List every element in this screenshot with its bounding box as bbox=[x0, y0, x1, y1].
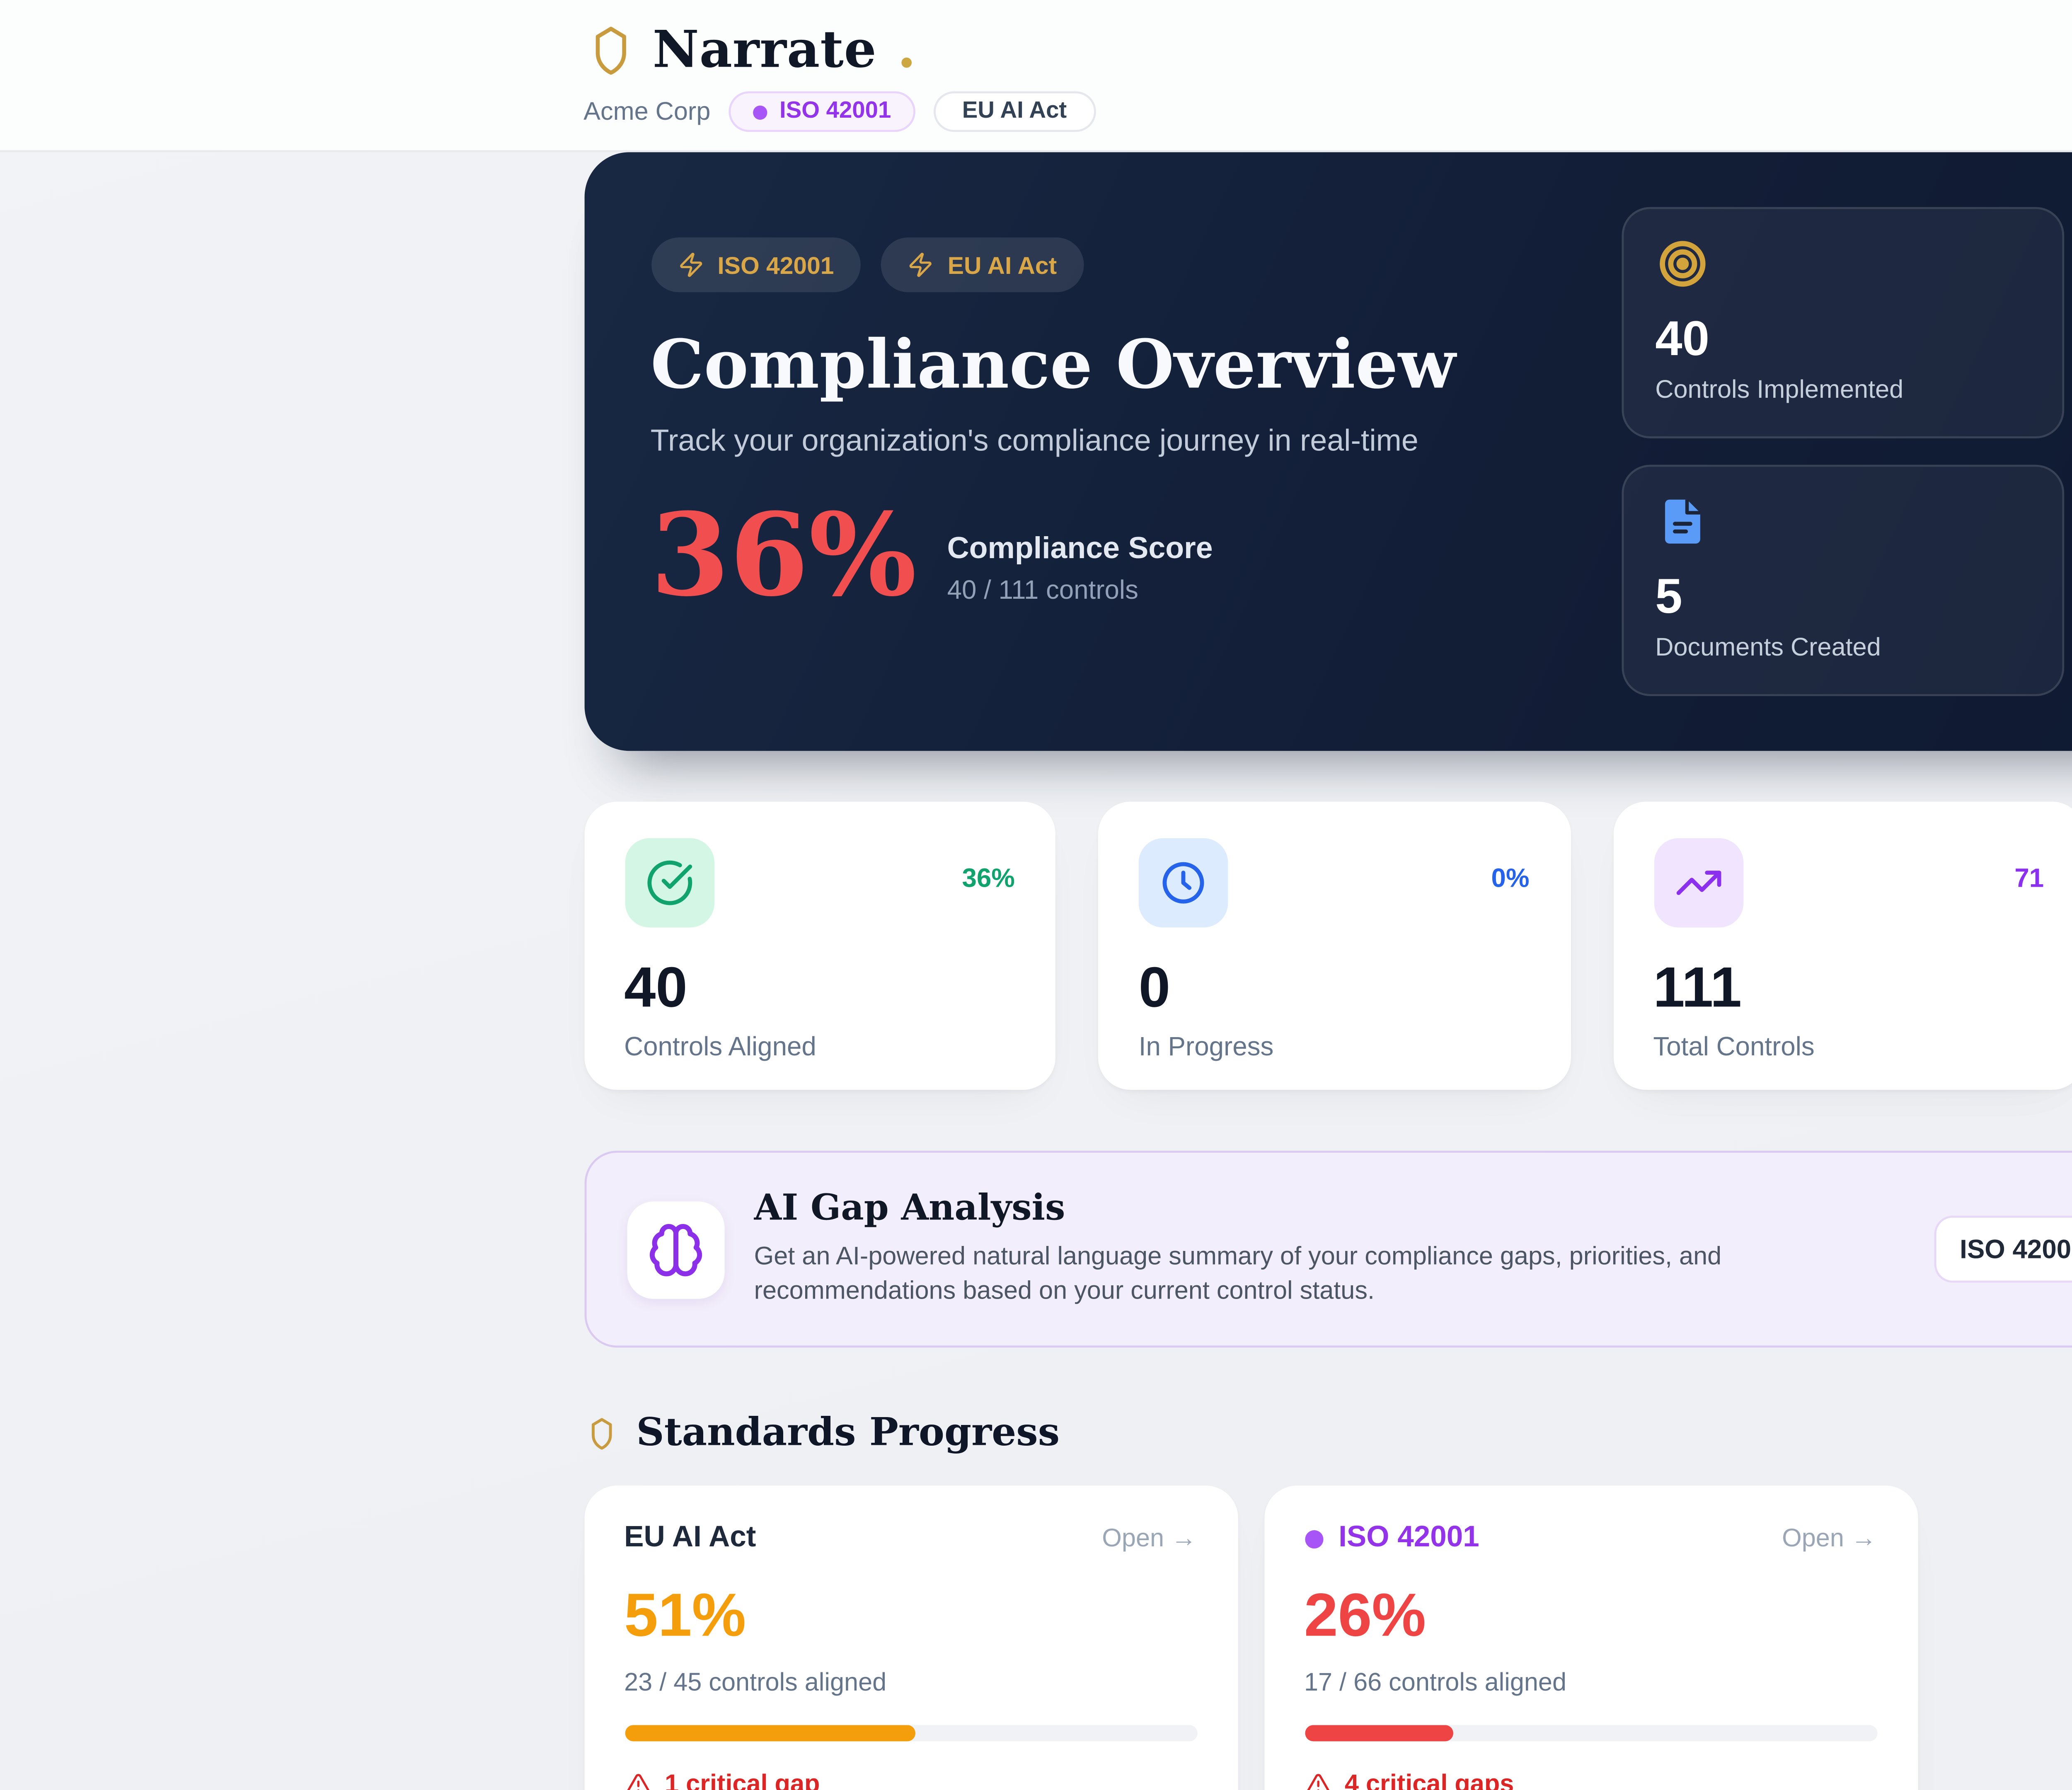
standard-name: ISO 42001 bbox=[1304, 1522, 1479, 1555]
standards-cards: EU AI Act Open → 51% 23 / 45 controls al… bbox=[583, 1485, 2072, 1790]
stat-label: Total Controls bbox=[1653, 1031, 1815, 1062]
stat-value: 40 bbox=[624, 955, 687, 1019]
hero-panel: ISO 42001 EU AI Act Compliance Overview … bbox=[583, 152, 2072, 751]
open-link[interactable]: Open → bbox=[1102, 1524, 1197, 1553]
page-title: Compliance Overview bbox=[650, 324, 1456, 404]
critical-gap-row: 1 critical gap bbox=[624, 1770, 1196, 1790]
stat-card-controls-aligned: 36% 40 Controls Aligned bbox=[583, 801, 1055, 1090]
tile-label: Documents Created bbox=[1655, 633, 1881, 662]
standard-sub: 17 / 66 controls aligned bbox=[1304, 1668, 1567, 1697]
standard-select-value: ISO 42001 bbox=[1960, 1234, 2072, 1265]
tile-label: Controls Implemented bbox=[1655, 375, 1904, 404]
alert-triangle-icon bbox=[624, 1771, 651, 1790]
brand-shield-icon bbox=[583, 23, 636, 76]
standard-card-eu-ai-act: EU AI Act Open → 51% 23 / 45 controls al… bbox=[583, 1485, 1237, 1790]
breadcrumb-chip-eu-ai-act[interactable]: EU AI Act bbox=[934, 91, 1095, 132]
tile-controls-implemented: 40 Controls Implemented bbox=[1621, 207, 2063, 438]
open-link[interactable]: Open → bbox=[1782, 1524, 1877, 1553]
hero-badge-label: EU AI Act bbox=[947, 250, 1057, 279]
breadcrumb-chip-iso42001[interactable]: ISO 42001 bbox=[729, 91, 916, 132]
hero-badge-label: ISO 42001 bbox=[717, 250, 834, 279]
ai-gap-title: AI Gap Analysis bbox=[754, 1188, 1065, 1229]
stat-percent: 36% bbox=[962, 862, 1015, 893]
standards-progress-title: Standards Progress bbox=[636, 1410, 1060, 1455]
progress-track bbox=[1304, 1725, 1877, 1742]
compliance-score-label: Compliance Score bbox=[947, 532, 1213, 567]
ai-gap-description: Get an AI-powered natural language summa… bbox=[754, 1241, 1722, 1305]
brand-block: Narrate . Acme Corp ISO 42001 EU AI Act bbox=[583, 18, 1095, 132]
clock-icon bbox=[1138, 838, 1228, 928]
stat-card-total-controls: 71 111 Total Controls bbox=[1612, 801, 2072, 1090]
ai-gap-analysis-panel: AI Gap Analysis Get an AI-powered natura… bbox=[583, 1151, 2072, 1348]
hero-stat-tiles: 40 Controls Implemented 5 Critical Gaps … bbox=[1621, 207, 2072, 697]
header: Narrate . Acme Corp ISO 42001 EU AI Act bbox=[0, 0, 2072, 152]
trending-up-icon bbox=[1653, 838, 1743, 928]
progress-fill bbox=[624, 1725, 916, 1742]
brand-dot: . bbox=[897, 18, 916, 81]
breadcrumb: Acme Corp ISO 42001 EU AI Act bbox=[583, 91, 1095, 132]
standard-percent: 51% bbox=[624, 1583, 746, 1650]
file-text-icon bbox=[1655, 495, 2028, 548]
hero-badge-eu-ai-act: EU AI Act bbox=[881, 237, 1083, 293]
compliance-score-percent: 36% bbox=[650, 489, 917, 623]
standard-name-label: ISO 42001 bbox=[1339, 1522, 1479, 1555]
critical-gap-text: 4 critical gaps bbox=[1344, 1770, 1514, 1790]
chip-label: ISO 42001 bbox=[779, 99, 891, 124]
progress-fill bbox=[1304, 1725, 1453, 1742]
stat-value: 111 bbox=[1653, 955, 1742, 1019]
standard-name: EU AI Act bbox=[624, 1522, 756, 1555]
shield-icon bbox=[583, 1415, 618, 1450]
stat-label: In Progress bbox=[1138, 1031, 1274, 1062]
stat-label: Controls Aligned bbox=[624, 1031, 816, 1062]
standard-select[interactable]: ISO 42001 bbox=[1933, 1215, 2072, 1283]
standards-progress-header: Standards Progress bbox=[583, 1410, 2072, 1455]
tile-value: 40 bbox=[1655, 312, 1710, 368]
brain-icon bbox=[626, 1200, 724, 1298]
alert-triangle-icon bbox=[1304, 1771, 1331, 1790]
stat-percent: 71 bbox=[2014, 862, 2044, 893]
tile-value: 5 bbox=[1655, 570, 1682, 625]
target-icon bbox=[1655, 237, 2028, 290]
stat-percent: 0% bbox=[1491, 862, 1530, 893]
stat-value: 0 bbox=[1138, 955, 1171, 1019]
standard-card-iso42001: ISO 42001 Open → 26% 17 / 66 controls al… bbox=[1263, 1485, 1917, 1790]
standard-percent: 26% bbox=[1304, 1583, 1426, 1650]
critical-gap-row: 4 critical gaps bbox=[1304, 1770, 1876, 1790]
standard-sub: 23 / 45 controls aligned bbox=[624, 1668, 887, 1697]
stat-card-in-progress: 0% 0 In Progress bbox=[1098, 801, 1570, 1090]
chip-label: EU AI Act bbox=[962, 99, 1067, 124]
active-dot-icon bbox=[753, 104, 767, 119]
check-circle-icon bbox=[624, 838, 714, 928]
compliance-score-sub: 40 / 111 controls bbox=[947, 575, 1138, 605]
stats-row: 36% 40 Controls Aligned 0% 0 In Progress bbox=[583, 801, 2072, 1090]
hero-badge-iso42001: ISO 42001 bbox=[650, 237, 861, 293]
tile-documents-created: 5 Documents Created bbox=[1621, 464, 2063, 697]
zap-icon bbox=[907, 252, 934, 278]
standard-dot-icon bbox=[1304, 1529, 1323, 1548]
zap-icon bbox=[677, 252, 703, 278]
brand-name: Narrate bbox=[652, 20, 877, 80]
critical-gap-text: 1 critical gap bbox=[665, 1770, 820, 1790]
progress-track bbox=[624, 1725, 1197, 1742]
org-name: Acme Corp bbox=[583, 97, 711, 126]
page-subtitle: Track your organization's compliance jou… bbox=[650, 424, 1418, 459]
